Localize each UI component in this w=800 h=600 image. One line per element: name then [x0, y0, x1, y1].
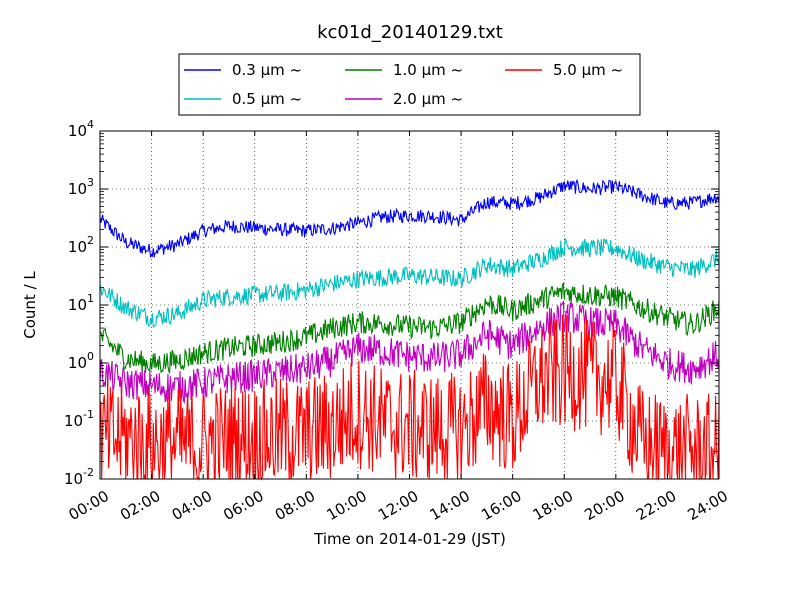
legend: 0.3 μm ~ 0.5 μm ~ 1.0 μm ~ 2.0 μm ~ 5.0 μm ~ — [178, 53, 641, 116]
y-axis-label: Count / L — [21, 271, 39, 339]
series-line — [99, 300, 720, 404]
y-tick-label: 101 — [68, 292, 94, 314]
legend-label: 1.0 μm ~ — [393, 61, 463, 79]
series-line — [99, 281, 720, 374]
y-tick-label: 104 — [68, 118, 94, 140]
series-line — [99, 178, 720, 258]
chart-title: kc01d_20140129.txt — [317, 22, 503, 43]
y-tick-label: 10-2 — [64, 466, 94, 488]
legend-label: 5.0 μm ~ — [553, 61, 623, 79]
legend-label: 0.3 μm ~ — [232, 61, 302, 79]
legend-label: 2.0 μm ~ — [393, 90, 463, 108]
y-tick-label: 100 — [68, 350, 94, 372]
series-layer — [99, 178, 720, 482]
legend-box — [178, 53, 641, 116]
series-line — [99, 314, 720, 482]
series-line — [99, 237, 720, 328]
y-tick-label: 102 — [68, 234, 94, 256]
legend-label: 0.5 μm ~ — [232, 90, 302, 108]
y-tick-label: 103 — [68, 176, 94, 198]
y-tick-label: 10-1 — [64, 408, 94, 430]
x-axis-label: Time on 2014-01-29 (JST) — [313, 530, 506, 548]
